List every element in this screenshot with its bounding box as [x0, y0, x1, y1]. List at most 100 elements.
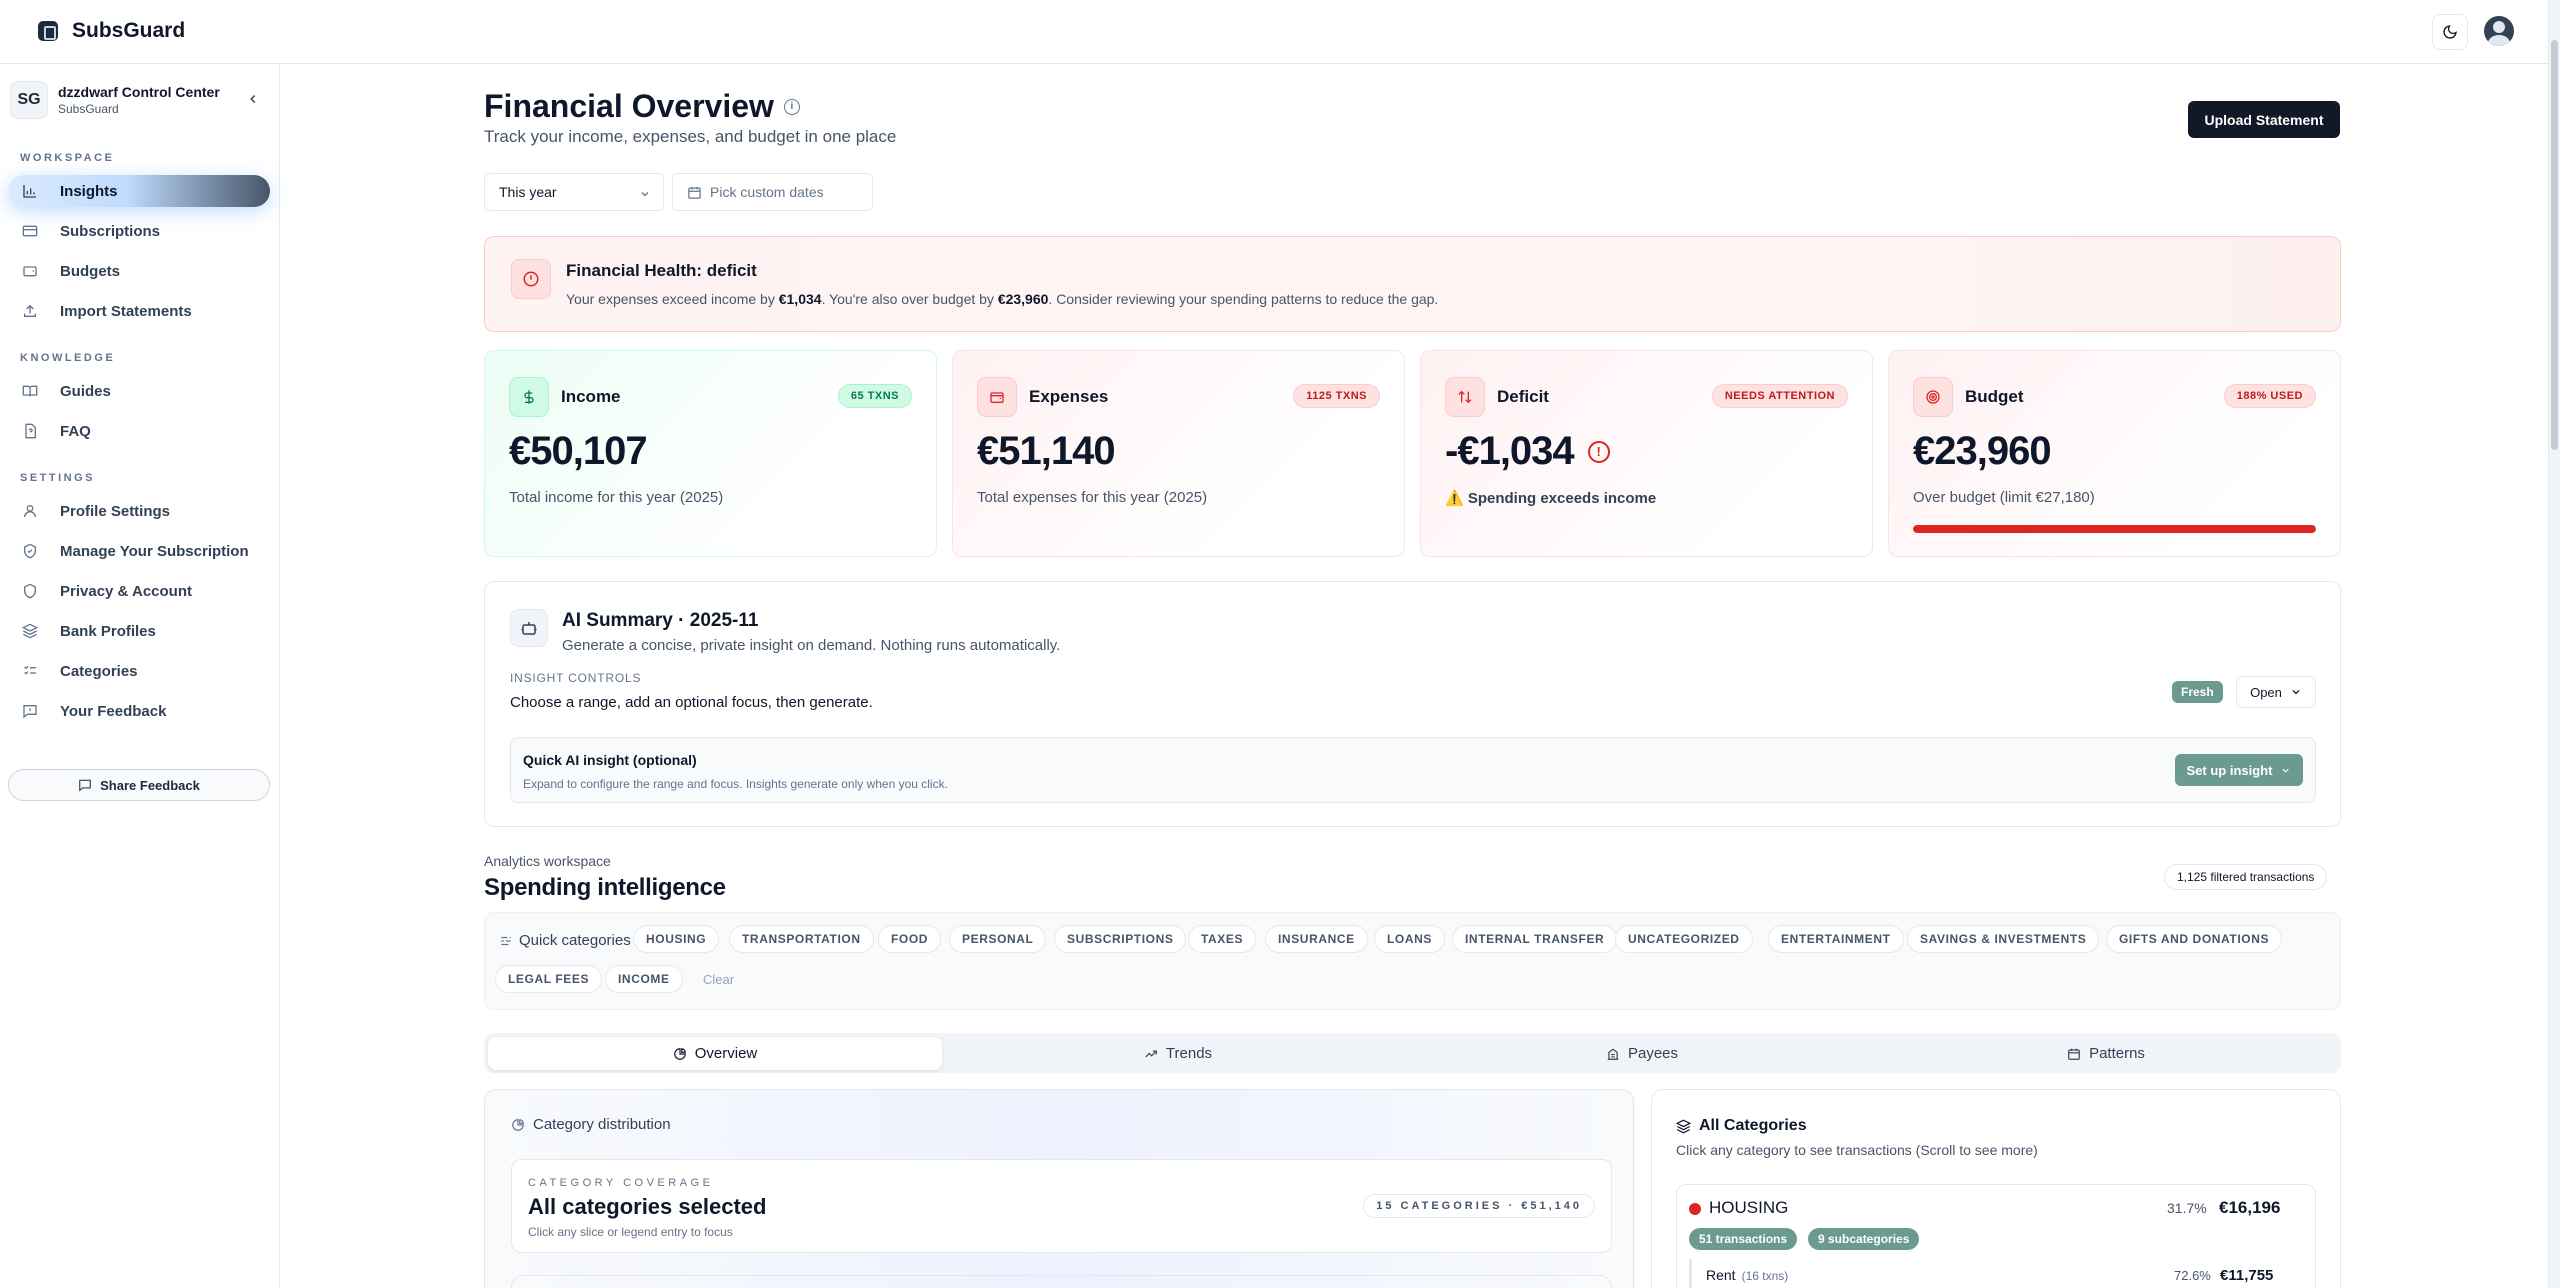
layers-icon: [1676, 1119, 1691, 1133]
upload-icon: [24, 304, 36, 317]
sidebar-item-label: Privacy & Account: [60, 582, 192, 600]
category-chip-loans[interactable]: LOANS: [1374, 925, 1445, 953]
building-icon: [1607, 1048, 1619, 1060]
alert-circle-icon: [511, 259, 551, 299]
transactions-count-badge[interactable]: 51 transactions: [1689, 1228, 1798, 1250]
expenses-card[interactable]: Expenses 1125 TXNS €51,140 Total expense…: [952, 350, 1405, 557]
category-chip-internal-transfer[interactable]: INTERNAL TRANSFER: [1452, 925, 1618, 953]
bar-chart-icon: [23, 185, 36, 198]
coverage-label: CATEGORY COVERAGE: [528, 1177, 714, 1189]
budget-progress-fill: [1913, 525, 2316, 533]
sidebar-item-label: Manage Your Subscription: [60, 542, 249, 560]
sidebar-item-label: Insights: [60, 182, 118, 200]
category-chip-transportation[interactable]: TRANSPORTATION: [729, 925, 874, 953]
workspace-badge: SG: [10, 81, 48, 119]
sidebar-item-your-feedback[interactable]: Your Feedback: [8, 695, 270, 727]
user-avatar[interactable]: [2484, 16, 2514, 46]
category-color-dot: [1689, 1203, 1701, 1215]
shield-icon: [24, 583, 36, 599]
category-chip-insurance[interactable]: INSURANCE: [1265, 925, 1368, 953]
workspace-switcher[interactable]: SG dzzdwarf Control Center SubsGuard: [10, 80, 272, 120]
subcategory-percent: 72.6%: [2174, 1268, 2211, 1283]
deficit-caption: ⚠️ Spending exceeds income: [1445, 490, 1657, 507]
category-amount: €16,196: [2219, 1198, 2281, 1217]
ai-summary-panel: AI Summary · 2025-11 Generate a concise,…: [484, 581, 2341, 827]
sidebar-item-privacy-account[interactable]: Privacy & Account: [8, 575, 270, 607]
distribution-chart-area: [511, 1275, 1612, 1288]
tab-patterns[interactable]: Patterns: [1874, 1037, 2338, 1070]
budget-card[interactable]: Budget 188% USED €23,960 Over budget (li…: [1888, 350, 2341, 557]
section-label-knowledge: KNOWLEDGE: [20, 352, 116, 364]
coverage-subtitle: Click any slice or legend entry to focus: [528, 1225, 733, 1239]
all-categories-subtitle: Click any category to see transactions (…: [1676, 1142, 2038, 1158]
sidebar-item-categories[interactable]: Categories: [8, 655, 270, 687]
category-distribution-panel: Category distribution CATEGORY COVERAGE …: [484, 1089, 1634, 1288]
category-chip-entertainment[interactable]: ENTERTAINMENT: [1768, 925, 1904, 953]
ai-summary-title: AI Summary · 2025-11: [562, 610, 759, 631]
period-select[interactable]: This year: [484, 173, 664, 211]
category-chip-savings-investments[interactable]: SAVINGS & INVESTMENTS: [1907, 925, 2100, 953]
sidebar-item-guides[interactable]: Guides: [8, 375, 270, 407]
page-scrollbar[interactable]: [2548, 0, 2560, 1288]
category-chip-subscriptions[interactable]: SUBSCRIPTIONS: [1054, 925, 1187, 953]
upload-statement-button[interactable]: Upload Statement: [2188, 101, 2340, 138]
sidebar-item-budgets[interactable]: Budgets: [8, 255, 270, 287]
category-coverage-box: CATEGORY COVERAGE All categories selecte…: [511, 1159, 1612, 1253]
analytics-tabs: Overview Trends Payees Patterns: [484, 1033, 2341, 1073]
message-square-icon: [79, 779, 91, 792]
sidebar-item-bank-profiles[interactable]: Bank Profiles: [8, 615, 270, 647]
sidebar-item-label: Your Feedback: [60, 702, 167, 720]
expenses-value: €51,140: [977, 429, 1116, 473]
category-card-housing[interactable]: HOUSING 31.7% €16,196 51 transactions 9 …: [1676, 1184, 2316, 1288]
subcategories-count-badge[interactable]: 9 subcategories: [1808, 1228, 1920, 1250]
sidebar-item-import-statements[interactable]: Import Statements: [8, 295, 270, 327]
brand[interactable]: SubsGuard: [38, 19, 185, 43]
sidebar-item-faq[interactable]: FAQ: [8, 415, 270, 447]
scrollbar-thumb[interactable]: [2551, 40, 2558, 450]
open-button[interactable]: Open: [2236, 676, 2316, 708]
category-distribution-title: Category distribution: [511, 1116, 671, 1133]
theme-toggle-button[interactable]: [2432, 14, 2468, 50]
collapse-sidebar-icon[interactable]: [246, 92, 260, 111]
health-title: Financial Health: deficit: [566, 261, 757, 280]
pie-chart-icon: [512, 1118, 524, 1131]
income-card[interactable]: Income 65 TXNS €50,107 Total income for …: [484, 350, 937, 557]
sidebar-item-subscriptions[interactable]: Subscriptions: [8, 215, 270, 247]
info-icon[interactable]: i: [783, 98, 800, 115]
custom-dates-button[interactable]: Pick custom dates: [672, 173, 873, 211]
calendar-icon: [688, 186, 701, 199]
brand-name: SubsGuard: [72, 19, 186, 42]
income-value: €50,107: [509, 429, 648, 473]
category-chip-gifts-donations[interactable]: GIFTS AND DONATIONS: [2106, 925, 2283, 953]
share-feedback-label: Share Feedback: [100, 777, 200, 793]
sidebar-item-label: Subscriptions: [60, 222, 161, 240]
list-icon: [24, 665, 36, 675]
category-chip-housing[interactable]: HOUSING: [633, 925, 720, 953]
sidebar-item-insights[interactable]: Insights: [8, 175, 270, 207]
sidebar-item-label: Profile Settings: [60, 502, 171, 520]
clear-categories-button[interactable]: Clear: [703, 971, 735, 987]
period-select-value: This year: [499, 184, 557, 200]
category-chip-taxes[interactable]: TAXES: [1188, 925, 1257, 953]
deficit-card[interactable]: Deficit NEEDS ATTENTION -€1,034! ⚠️ Spen…: [1420, 350, 1873, 557]
trending-up-icon: [1145, 1050, 1157, 1057]
category-chip-income[interactable]: INCOME: [605, 965, 683, 993]
tab-trends[interactable]: Trends: [946, 1037, 1410, 1070]
insight-controls-text: Choose a range, add an optional focus, t…: [510, 694, 873, 711]
share-feedback-button[interactable]: Share Feedback: [8, 769, 270, 801]
sidebar-item-label: Guides: [60, 382, 111, 400]
bot-icon: [510, 609, 548, 647]
category-chip-personal[interactable]: PERSONAL: [949, 925, 1047, 953]
tab-overview[interactable]: Overview: [488, 1037, 942, 1070]
subcategory-row-rent[interactable]: Rent (16 txns) 72.6% €11,755: [1689, 1259, 2305, 1288]
sidebar-item-manage-subscription[interactable]: Manage Your Subscription: [8, 535, 270, 567]
brand-logo-icon: [38, 21, 58, 41]
page-title: Financial Overview i: [484, 88, 800, 125]
category-chip-food[interactable]: FOOD: [878, 925, 942, 953]
tab-payees[interactable]: Payees: [1410, 1037, 1874, 1070]
set-up-insight-button[interactable]: Set up insight: [2175, 754, 2303, 786]
sidebar-item-profile-settings[interactable]: Profile Settings: [8, 495, 270, 527]
chevron-down-icon: [2282, 768, 2290, 773]
category-chip-legal-fees[interactable]: LEGAL FEES: [495, 965, 603, 993]
category-chip-uncategorized[interactable]: UNCATEGORIZED: [1615, 925, 1753, 953]
